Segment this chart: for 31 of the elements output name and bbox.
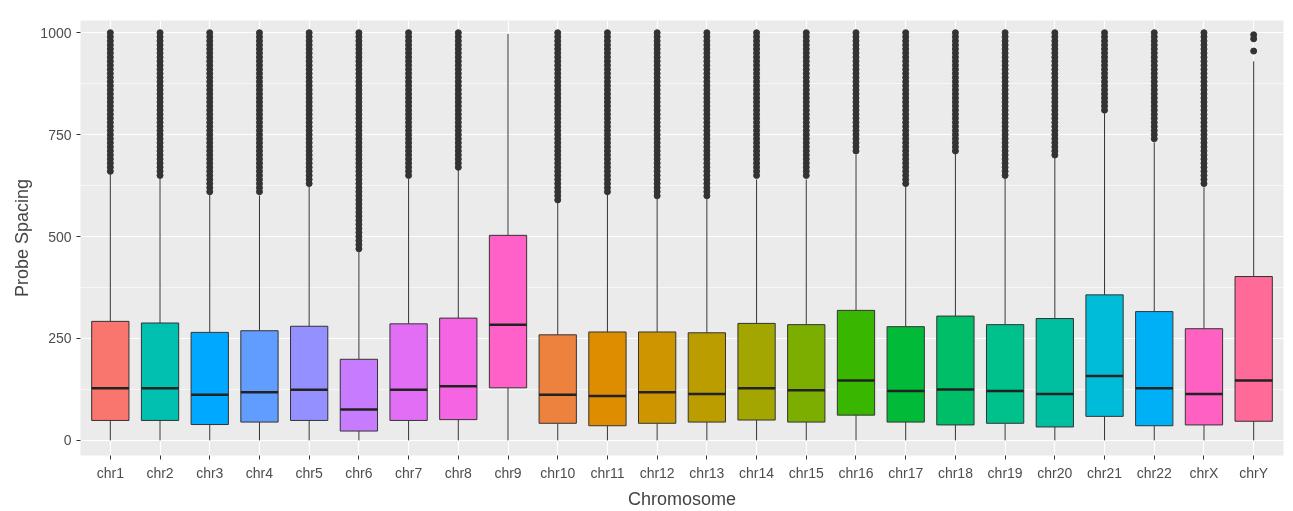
y-tick-label: 0 [63,432,72,449]
y-tick-label: 750 [48,126,72,143]
x-tick-label: chrY [1239,464,1269,481]
x-tick-label: chr9 [494,464,522,481]
x-tick-label: chr7 [394,464,423,481]
x-tick-label: chr11 [590,464,625,481]
x-tick-label: chr17 [888,464,924,481]
y-tick-label: 500 [48,228,72,245]
x-tick-label: chrX [1189,464,1220,481]
x-tick-label: chr6 [345,464,373,481]
x-tick-label: chr2 [146,464,174,481]
x-tick-label: chr5 [295,464,323,481]
y-axis-title: Probe Spacing [12,178,33,298]
x-tick-label: chr20 [1037,464,1073,481]
x-tick-label: chr1 [96,464,125,481]
x-tick-label: chr3 [196,464,224,481]
x-tick-label: chr13 [689,464,725,481]
x-tick-label: chr15 [788,464,824,481]
y-tick-label: 250 [48,330,72,347]
x-tick-label: chr21 [1087,464,1123,481]
x-tick-label: chr10 [540,464,576,481]
x-tick-label: chr22 [1136,464,1172,481]
x-tick-label: chr19 [987,464,1023,481]
y-tick-label: 1000 [40,24,72,41]
x-tick-label: chr4 [245,464,274,481]
x-tick-label: chr14 [739,464,775,481]
x-tick-label: chr8 [444,464,473,481]
x-axis-title: Chromosome [627,488,737,509]
x-tick-label: chr16 [838,464,874,481]
x-tick-label: chr18 [937,464,974,481]
x-tick-label: chr12 [639,464,675,481]
